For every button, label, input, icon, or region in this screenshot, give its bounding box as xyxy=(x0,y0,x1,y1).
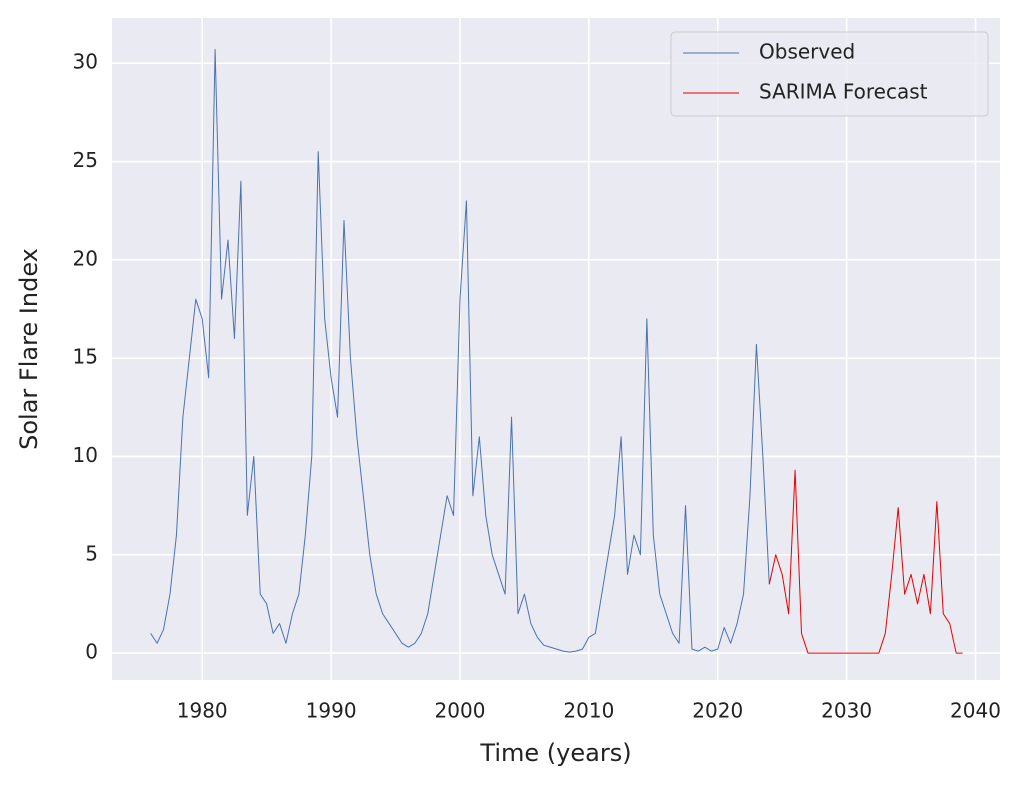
x-tick-label: 1990 xyxy=(306,699,357,723)
x-axis-label: Time (years) xyxy=(479,739,631,767)
legend-label: SARIMA Forecast xyxy=(759,80,928,104)
y-tick-label: 30 xyxy=(73,50,98,74)
legend-label: Observed xyxy=(759,40,855,64)
y-tick-label: 5 xyxy=(85,541,98,565)
x-tick-label: 2030 xyxy=(821,699,872,723)
data-line xyxy=(768,469,963,654)
x-tick-label: 2010 xyxy=(563,699,614,723)
y-tick-label: 10 xyxy=(73,443,98,467)
x-tick-label: 2020 xyxy=(692,699,743,723)
plot-area xyxy=(112,18,1000,680)
y-tick-label: 25 xyxy=(73,148,98,172)
legend-box xyxy=(670,31,989,117)
y-tick-label: 20 xyxy=(73,246,98,270)
x-tick-label: 2040 xyxy=(950,699,1001,723)
x-tick-label: 1980 xyxy=(177,699,228,723)
y-tick-label: 0 xyxy=(85,640,98,664)
data-line xyxy=(150,48,770,653)
x-tick-label: 2000 xyxy=(435,699,486,723)
y-axis-label: Solar Flare Index xyxy=(15,248,43,450)
y-tick-label: 15 xyxy=(73,345,98,369)
